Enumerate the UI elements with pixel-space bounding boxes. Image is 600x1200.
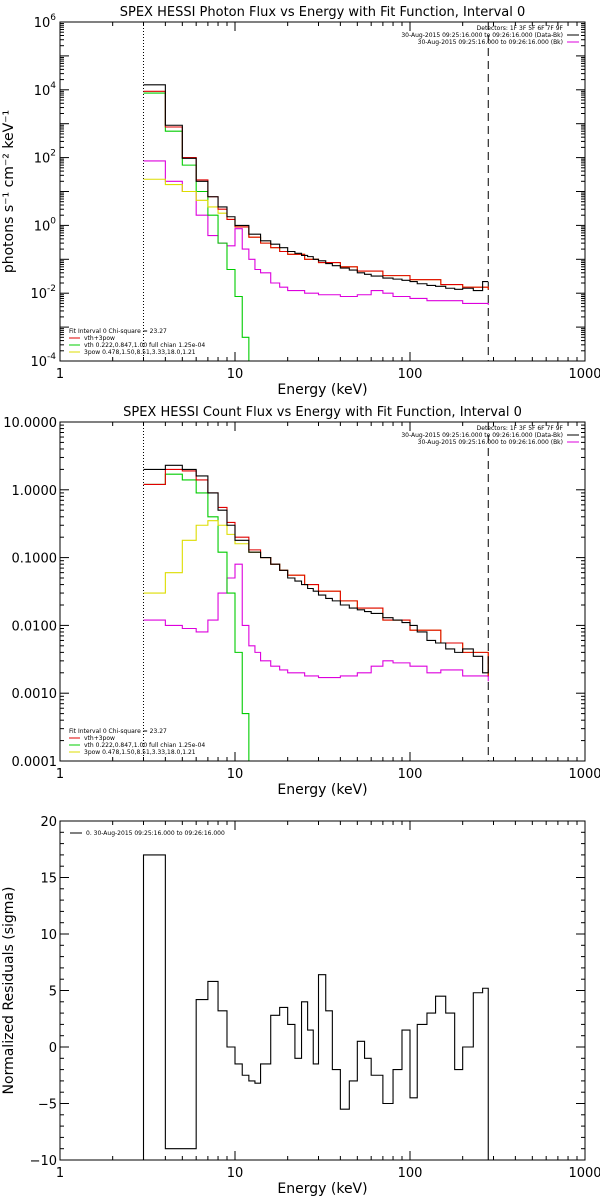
fit-legend-text: vth 0.222,0.847,1.00 full chian 1.25e-04	[84, 342, 205, 349]
count-flux-panel: SPEX HESSI Count Flux vs Energy with Fit…	[3, 405, 600, 798]
x-tick-label: 10	[227, 767, 244, 782]
y-tick-exponent: 2	[50, 149, 56, 159]
y-tick-label: 100	[34, 216, 57, 234]
y-tick-label: 1.0000	[12, 484, 58, 499]
x-tick-label: 1000	[568, 1166, 600, 1181]
header-line: 30-Aug-2015 09:25:16.000 to 09:26:16.000…	[418, 39, 563, 46]
y-tick-label: −5	[38, 1098, 57, 1113]
x-tick-label: 100	[398, 367, 423, 382]
x-axis-title: Energy (keV)	[277, 782, 367, 798]
plot-body	[142, 854, 489, 1160]
y-tick-exponent: 4	[50, 81, 56, 91]
y-tick-label: 15	[40, 872, 57, 887]
y-axis-title: photons s⁻¹ cm⁻² keV⁻¹	[1, 110, 17, 273]
x-tick-label: 1	[56, 1166, 64, 1181]
fit-legend-text: 3pow 0.478,1.50,8.51,3.33,18.0,1.21	[84, 749, 196, 756]
x-tick-label: 10	[227, 367, 244, 382]
fit-legend-text: vth 0.222,0.847,1.00 full chian 1.25e-04	[84, 742, 205, 749]
y-tick-label: 106	[34, 13, 57, 31]
series-line-residuals	[142, 854, 489, 1160]
y-tick-base: 10	[34, 84, 51, 99]
y-tick-base: 10	[34, 152, 51, 167]
x-tick-label: 1	[56, 367, 64, 382]
y-tick-exponent: 0	[50, 216, 56, 226]
y-tick-label: 10	[40, 928, 57, 943]
plot-body	[142, 22, 489, 361]
series-line-data	[143, 84, 489, 292]
plot-frame	[59, 21, 586, 362]
y-tick-label: 104	[34, 81, 57, 99]
fit-legend-text: Fit Interval 0 Chi-square = 23.27	[69, 728, 167, 735]
header-line: 30-Aug-2015 09:25:16.000 to 09:26:16.000…	[418, 439, 563, 446]
header-line: Detectors: 1F 3F 5F 6F 7F 9F	[477, 425, 564, 432]
y-tick-label: 10-2	[30, 284, 56, 302]
header-line: 30-Aug-2015 09:25:16.000 to 09:26:16.000…	[401, 32, 563, 39]
series-line-background	[143, 563, 489, 682]
y-tick-label: 0.0001	[12, 755, 58, 770]
photon-flux-panel: SPEX HESSI Photon Flux vs Energy with Fi…	[1, 5, 600, 398]
plot-title: SPEX HESSI Photon Flux vs Energy with Fi…	[120, 5, 526, 20]
y-tick-base: 10	[30, 287, 47, 302]
y-tick-label: 5	[49, 985, 57, 1000]
header-line: Detectors: 1F 3F 5F 6F 7F 9F	[477, 25, 564, 32]
fit-legend-text: vth+3pow	[84, 335, 115, 342]
plot-frame	[59, 820, 586, 1161]
x-tick-label: 1	[56, 767, 64, 782]
header-line: 30-Aug-2015 09:25:16.000 to 09:26:16.000…	[401, 432, 563, 439]
y-tick-label: 10.0000	[3, 416, 57, 431]
x-tick-label: 100	[398, 767, 423, 782]
fit-legend-text: Fit Interval 0 Chi-square = 23.27	[69, 328, 167, 335]
y-tick-label: −10	[30, 1154, 57, 1169]
y-tick-label: 0.0010	[12, 687, 58, 702]
y-tick-label: 0.0100	[12, 619, 58, 634]
y-tick-exponent: 6	[50, 13, 56, 23]
series-line-vth	[143, 473, 250, 761]
plot-frame	[59, 421, 586, 762]
y-tick-label: 0	[49, 1041, 57, 1056]
y-axis-title: Normalized Residuals (sigma)	[1, 887, 17, 1095]
x-tick-label: 1000	[568, 367, 600, 382]
y-tick-base: 10	[34, 219, 51, 234]
y-tick-base: 10	[34, 16, 51, 31]
x-tick-label: 10	[227, 1166, 244, 1181]
plot-body	[142, 422, 489, 761]
fit-legend-text: vth+3pow	[84, 735, 115, 742]
plot-title: SPEX HESSI Count Flux vs Energy with Fit…	[123, 405, 522, 420]
series-line-background	[143, 160, 489, 305]
y-tick-base: 10	[30, 355, 47, 370]
fit-legend-text: 3pow 0.478,1.50,8.51,3.33,18.0,1.21	[84, 349, 196, 356]
series-line-data	[143, 464, 489, 674]
y-tick-label: 102	[34, 149, 56, 167]
y-tick-exponent: -4	[47, 352, 56, 362]
residuals-panel: 1 10 100 1000 −10 −5 0 5 10 15 20 Energy (keV) Norma…	[1, 815, 600, 1197]
y-tick-exponent: -2	[47, 284, 56, 294]
residual-legend-text: 0. 30-Aug-2015 09:25:16.000 to 09:26:16.…	[86, 830, 225, 837]
y-tick-label: 20	[40, 815, 57, 830]
x-axis-title: Energy (keV)	[277, 1181, 367, 1197]
x-axis-title: Energy (keV)	[277, 382, 367, 398]
x-tick-label: 100	[398, 1166, 423, 1181]
y-tick-label: 0.1000	[12, 552, 58, 567]
x-tick-label: 1000	[568, 767, 600, 782]
y-tick-label: 10-4	[30, 352, 56, 370]
